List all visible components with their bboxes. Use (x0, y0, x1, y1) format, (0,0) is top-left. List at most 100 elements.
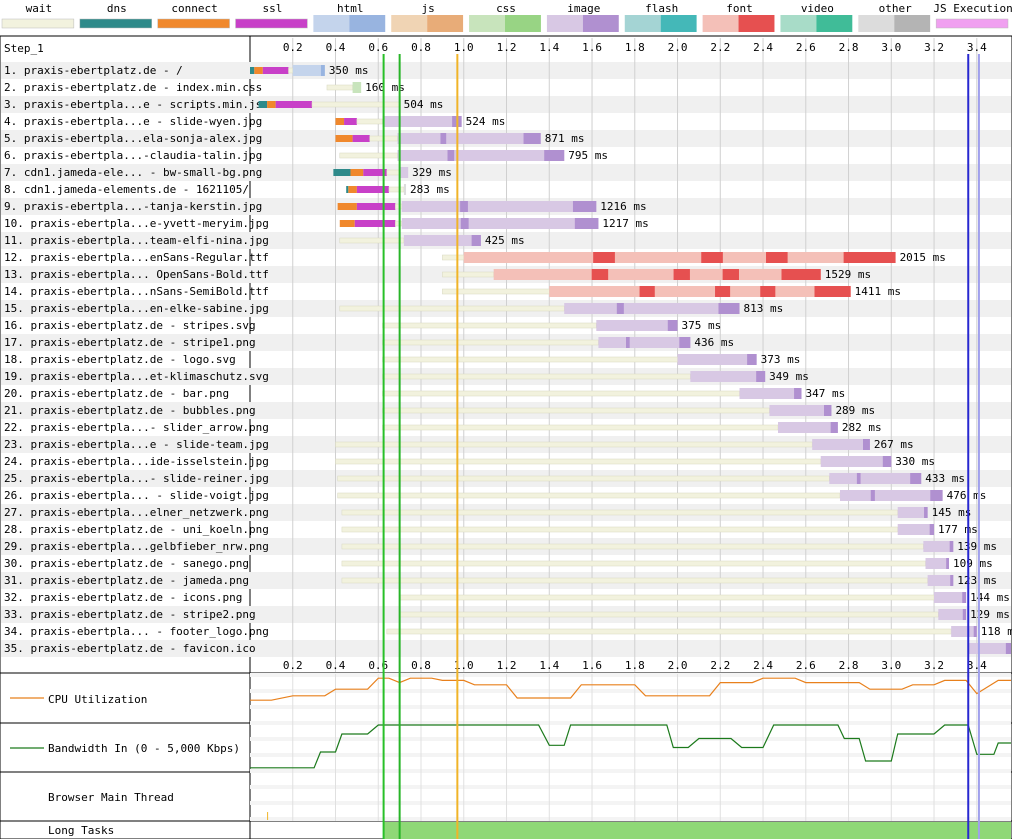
request-label: 21. praxis-ebertplatz.de - bubbles.png (4, 404, 256, 417)
legend-swatch-dark (582, 15, 619, 32)
phase-dns (250, 67, 255, 74)
panel-stripe (250, 753, 1011, 757)
phase-ssl (356, 203, 396, 210)
phase-connect (267, 101, 276, 108)
legend-swatch-dark (660, 15, 697, 32)
row-stripe (1, 164, 1011, 181)
phase-ssl (262, 67, 289, 74)
tick-label: 2.8 (839, 659, 859, 672)
request-label: 16. praxis-ebertplatz.de - stripes.svg (4, 319, 256, 332)
request-label: 30. praxis-ebertplatz.de - sanego.png (4, 557, 249, 570)
phase-download-chunk (574, 218, 599, 229)
phase-download-chunk (523, 133, 541, 144)
request-label: 27. praxis-ebertpla...elner_netzwerk.png (4, 506, 269, 519)
phase-download (403, 184, 407, 195)
phase-download (739, 388, 802, 399)
tick-label: 2.2 (710, 41, 730, 54)
phase-dns (346, 186, 349, 193)
phase-connect (339, 220, 355, 227)
phase-wait (399, 594, 935, 601)
phase-ssl (354, 220, 396, 227)
phase-download-chunk (460, 201, 468, 212)
phase-download (352, 82, 362, 93)
phase-download-chunk (950, 575, 954, 586)
duration-label: 433 ms (925, 472, 965, 485)
duration-label: 524 ms (466, 115, 506, 128)
metric-series (10, 677, 1011, 839)
phase-wait (311, 101, 400, 108)
phase-download-chunk (843, 252, 866, 263)
phase-download-chunk (639, 286, 655, 297)
phase-wait (395, 220, 403, 227)
legend-swatch (935, 18, 1009, 29)
duration-label: 330 ms (895, 455, 935, 468)
duration-label: 139 ms (957, 540, 997, 553)
request-label: 33. praxis-ebertplatz.de - stripe2.png (4, 608, 256, 621)
tick-label: 3.4 (967, 659, 987, 672)
phase-download (564, 303, 740, 314)
tick-label: 3.2 (924, 659, 944, 672)
tick-label: 1.0 (454, 41, 474, 54)
phase-wait (341, 509, 898, 516)
tick-label: 1.6 (582, 41, 602, 54)
phase-download-chunk (930, 490, 943, 501)
request-label: 8. cdn1.jameda-elements.de - 1621105/ (4, 183, 249, 196)
request-label: 12. praxis-ebertpla...enSans-Regular.ttf (4, 251, 269, 264)
request-label: 29. praxis-ebertpla...gelbfieber_nrw.png (4, 540, 269, 553)
phase-download-chunk (593, 252, 615, 263)
phase-dns (258, 101, 268, 108)
tick-label: 0.6 (368, 659, 388, 672)
phase-download-chunk (756, 371, 766, 382)
row-stripe (1, 96, 1011, 113)
request-label: 11. praxis-ebertpla...team-elfi-nina.jpg (4, 234, 269, 247)
phase-wait (335, 441, 813, 448)
legend-label: JS Execution (933, 2, 1012, 15)
phase-download (549, 286, 851, 297)
timing-markers (382, 54, 980, 839)
legend-label: font (726, 2, 753, 15)
phase-download-chunk (766, 252, 788, 263)
phase-download (820, 456, 892, 467)
phase-download-chunk (794, 388, 802, 399)
phase-download-chunk (626, 337, 630, 348)
phase-wait (442, 288, 550, 295)
phase-download (596, 320, 678, 331)
request-label: 19. praxis-ebertpla...et-klimaschutz.svg (4, 370, 269, 383)
duration-label: 349 ms (769, 370, 809, 383)
phase-download (925, 558, 950, 569)
duration-label: 1216 ms (600, 200, 646, 213)
phase-connect (335, 118, 345, 125)
duration-label: 267 ms (874, 438, 914, 451)
phase-ssl (356, 186, 389, 193)
phase-download (463, 252, 896, 263)
request-label: 34. praxis-ebertpla... - footer_logo.png (4, 625, 269, 638)
phase-wait (382, 407, 770, 414)
duration-label: 375 ms (682, 319, 722, 332)
panel-stripe (250, 769, 1011, 773)
phase-download-chunk (471, 235, 481, 246)
duration-label: 283 ms (410, 183, 450, 196)
phase-wait (341, 560, 926, 567)
phase-download (401, 201, 597, 212)
panel-stripe (250, 689, 1011, 693)
legend-swatch-dark (505, 15, 541, 32)
phase-download-chunk (856, 473, 861, 484)
request-label: 2. praxis-ebertplatz.de - index.min.css (4, 81, 262, 94)
phase-wait (442, 254, 465, 261)
phase-download (690, 371, 766, 382)
phase-download (397, 133, 541, 144)
phase-wait (442, 271, 494, 278)
legend-label: wait (26, 2, 53, 15)
phase-download-chunk (781, 269, 821, 280)
panel-stripe (250, 705, 1011, 709)
request-bars (250, 65, 1011, 654)
duration-label: 160 ms (365, 81, 405, 94)
phase-download-chunk (962, 592, 967, 603)
phase-download-chunk (781, 269, 798, 280)
request-label: 10. praxis-ebertpla...e-yvett-meryim.jpg (4, 217, 269, 230)
tick-label: 0.4 (326, 659, 346, 672)
phase-download-chunk (440, 133, 447, 144)
phase-download (777, 422, 838, 433)
duration-label: 2015 ms (900, 251, 946, 264)
